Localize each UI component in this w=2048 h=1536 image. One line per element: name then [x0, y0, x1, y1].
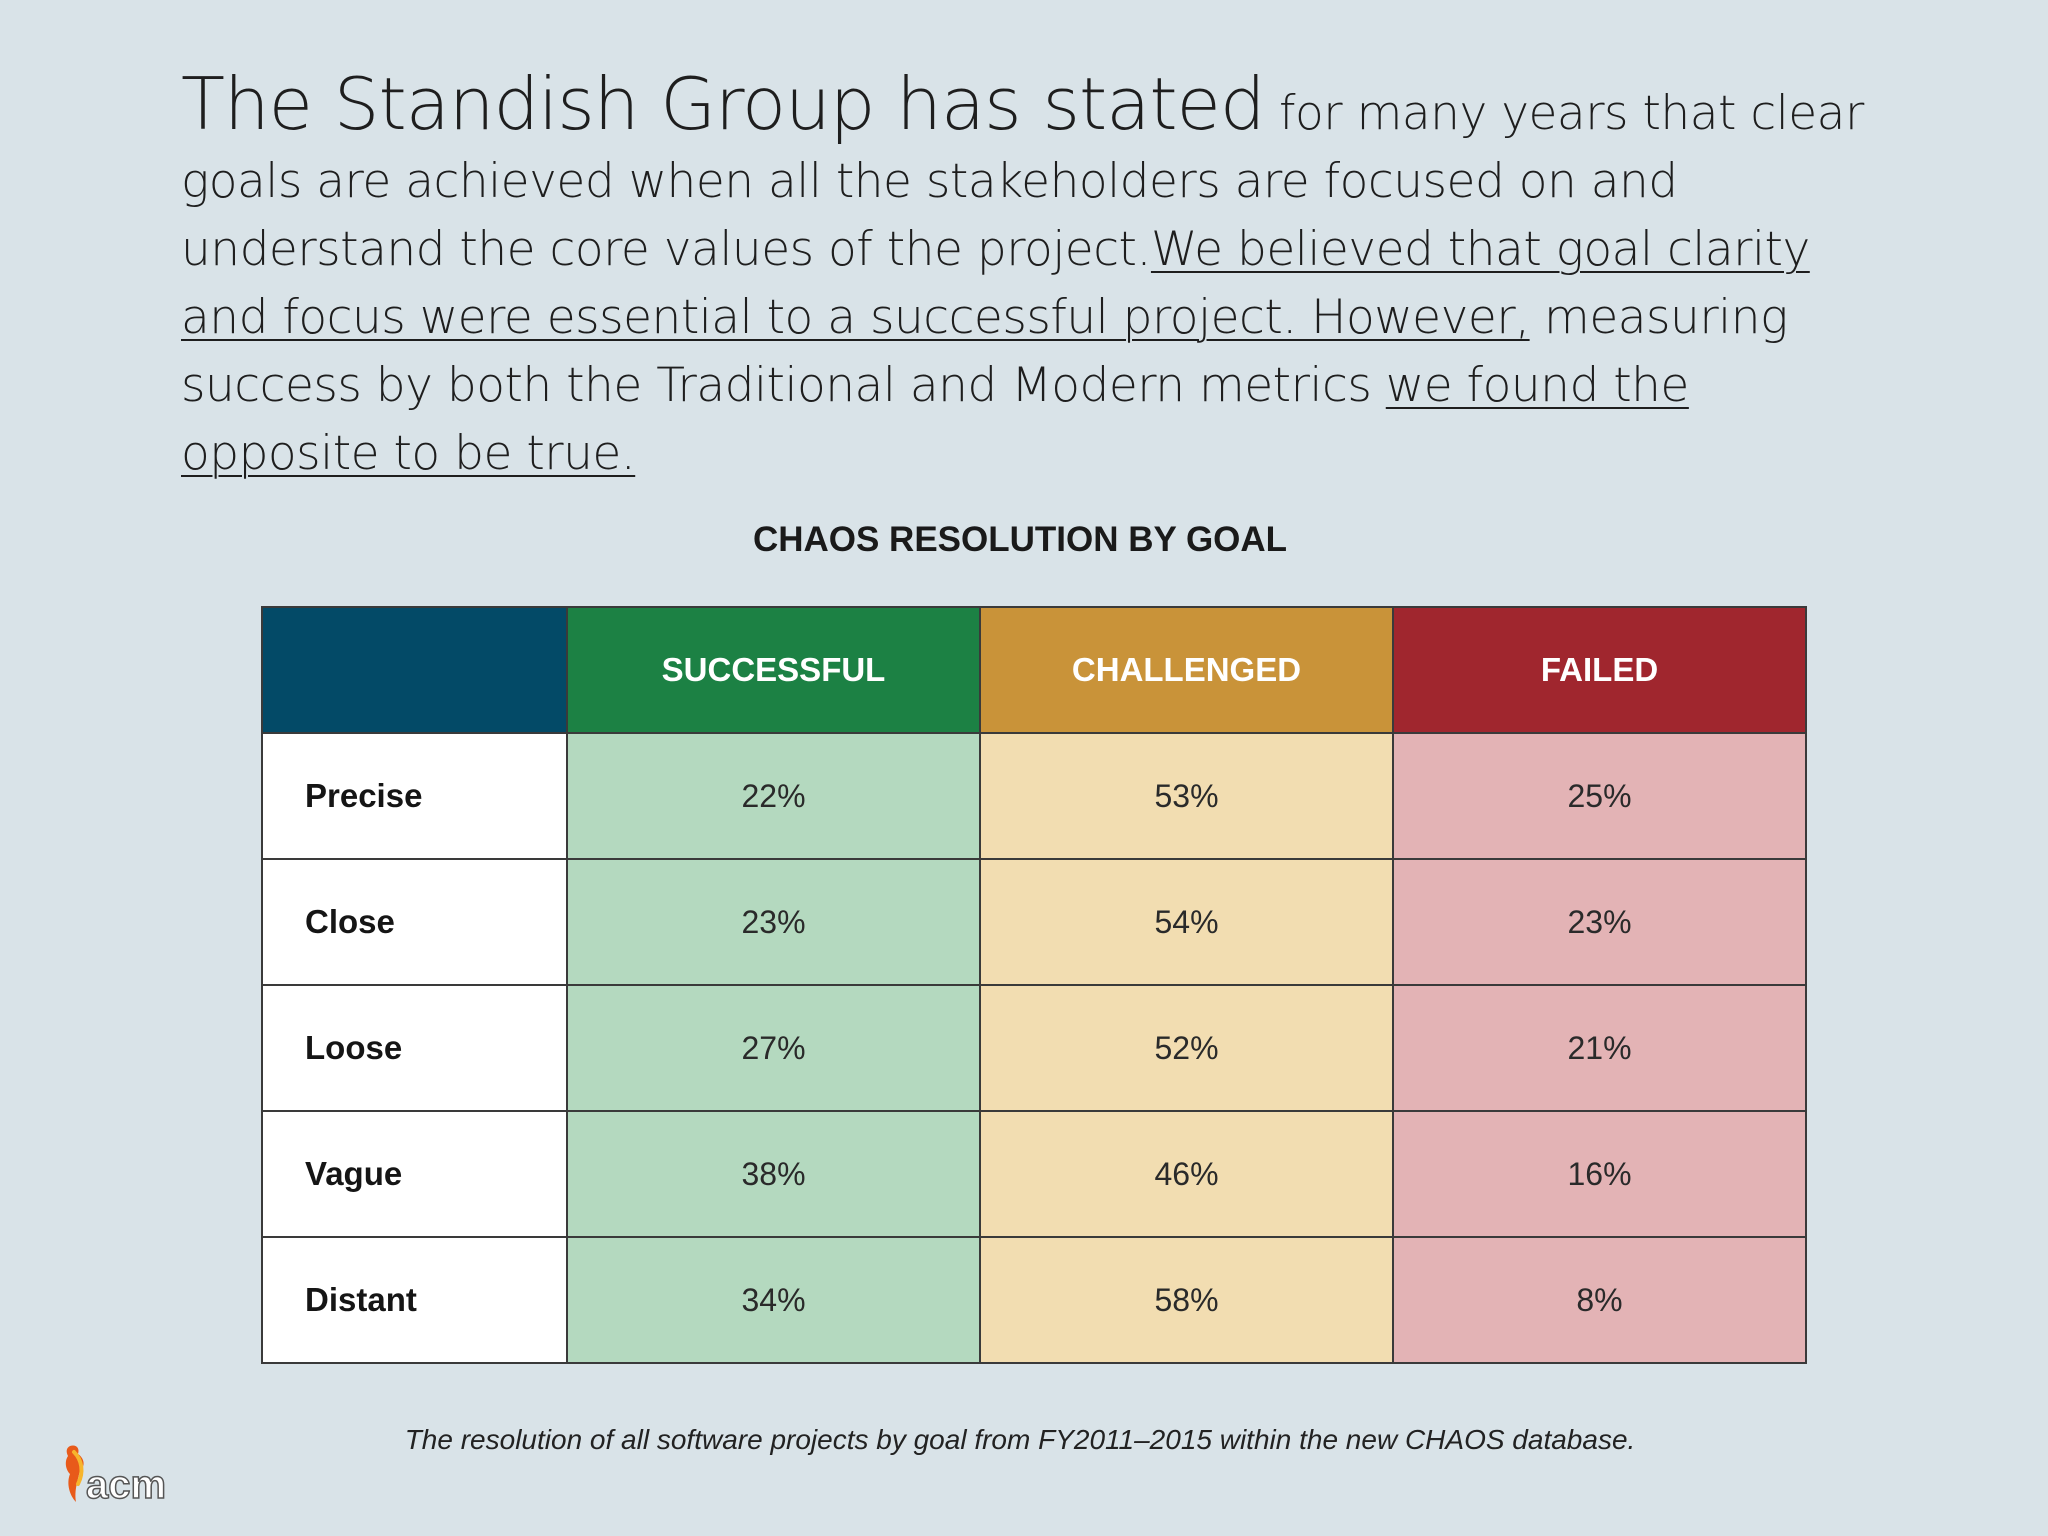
table-row: Precise 22% 53% 25%	[261, 732, 1807, 860]
successful-cell: 38%	[566, 1110, 981, 1238]
table-header-row: SUCCESSFUL CHALLENGED FAILED	[261, 606, 1807, 734]
table-row: Close 23% 54% 23%	[261, 858, 1807, 986]
row-label: Close	[261, 858, 568, 986]
header-successful: SUCCESSFUL	[566, 606, 981, 734]
challenged-cell: 53%	[979, 732, 1394, 860]
intro-underline-1: We believed that goal clarity and focus …	[181, 222, 1810, 345]
failed-cell: 16%	[1392, 1110, 1807, 1238]
row-label: Distant	[261, 1236, 568, 1364]
failed-cell: 23%	[1392, 858, 1807, 986]
intro-text-2: measuring success by both the Traditiona…	[181, 290, 1788, 413]
failed-cell: 21%	[1392, 984, 1807, 1112]
failed-cell: 25%	[1392, 732, 1807, 860]
challenged-cell: 52%	[979, 984, 1394, 1112]
challenged-cell: 54%	[979, 858, 1394, 986]
table-row: Distant 34% 58% 8%	[261, 1236, 1807, 1364]
table-row: Vague 38% 46% 16%	[261, 1110, 1807, 1238]
corner-header-cell	[261, 606, 568, 734]
row-label: Loose	[261, 984, 568, 1112]
table-row: Loose 27% 52% 21%	[261, 984, 1807, 1112]
successful-cell: 34%	[566, 1236, 981, 1364]
intro-underline-2: we found the opposite to be true.	[181, 358, 1689, 481]
header-failed: FAILED	[1392, 606, 1807, 734]
successful-cell: 22%	[566, 732, 981, 860]
chaos-resolution-table: SUCCESSFUL CHALLENGED FAILED Precise 22%…	[261, 606, 1807, 1364]
successful-cell: 23%	[566, 858, 981, 986]
challenged-cell: 46%	[979, 1110, 1394, 1238]
row-label: Vague	[261, 1110, 568, 1238]
table-caption: The resolution of all software projects …	[404, 1424, 1636, 1455]
table-title: CHAOS RESOLUTION BY GOAL	[752, 520, 1288, 559]
intro-text-1: for many years that clear goals are achi…	[181, 86, 1864, 277]
row-label: Precise	[261, 732, 568, 860]
failed-cell: 8%	[1392, 1236, 1807, 1364]
acm-logo-icon: acm	[65, 1445, 166, 1508]
successful-cell: 27%	[566, 984, 981, 1112]
intro-paragraph: The Standish Group has stated for many y…	[181, 68, 1901, 488]
intro-lead: The Standish Group has stated	[181, 62, 1266, 146]
header-challenged: CHALLENGED	[979, 606, 1394, 734]
challenged-cell: 58%	[979, 1236, 1394, 1364]
acm-logo-text: acm	[86, 1463, 166, 1507]
